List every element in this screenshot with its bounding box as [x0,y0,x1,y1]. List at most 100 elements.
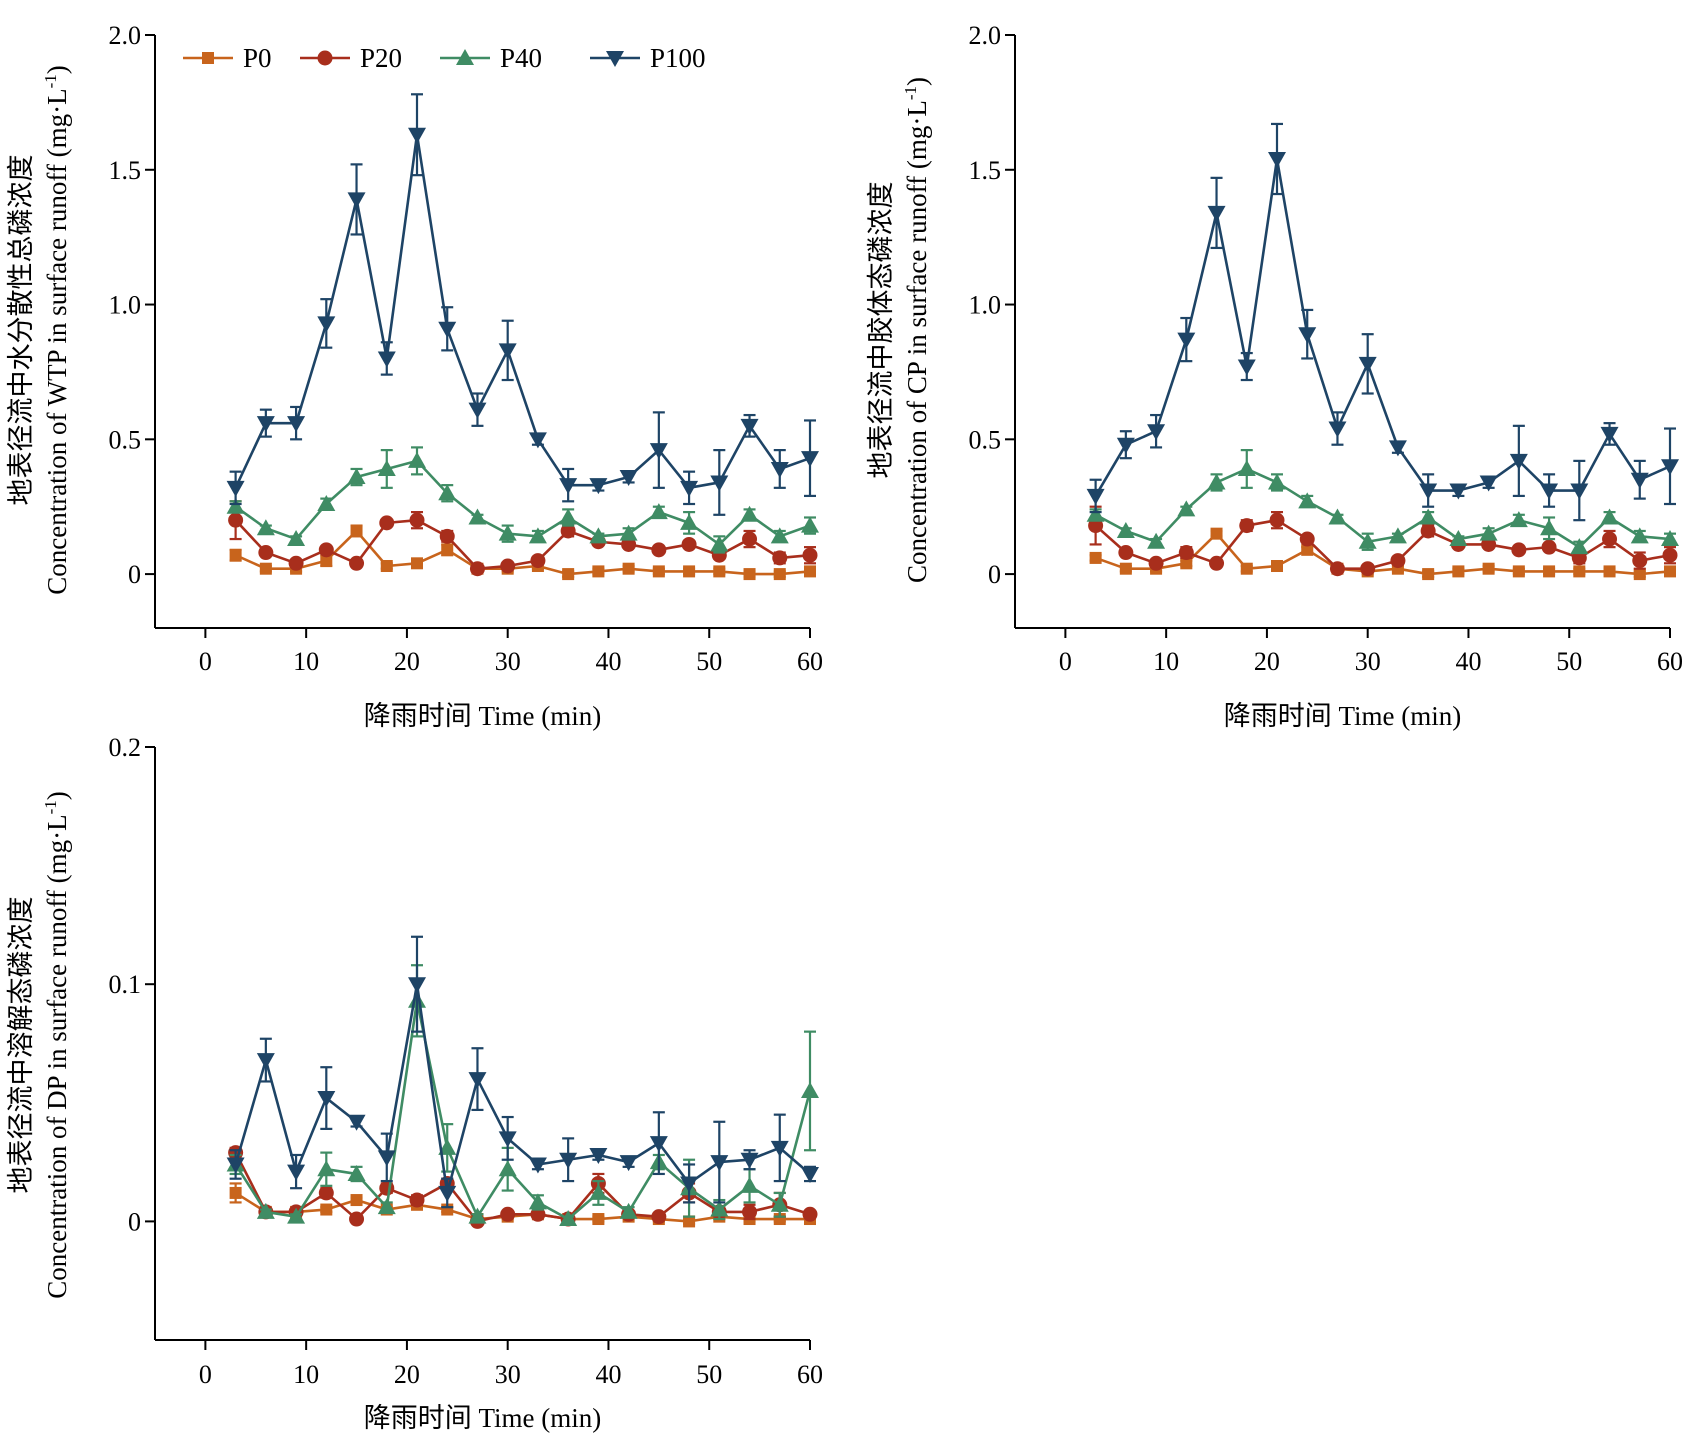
data-point [559,1152,578,1169]
data-point [619,1155,638,1172]
y-axis-title-text: Concentration of CP in surface runoff (m… [902,100,932,583]
data-point [740,1176,759,1193]
data-point [380,560,393,573]
data-point [1419,483,1438,500]
data-point [528,432,547,449]
series-p40 [226,964,819,1227]
x-tick-label: 60 [1657,647,1683,676]
data-point [1177,332,1196,349]
data-point [802,1206,818,1222]
data-point [409,1192,425,1208]
data-point [1419,508,1438,525]
data-point [1268,151,1286,168]
data-point [770,1195,789,1212]
data-point [1088,518,1104,534]
series-line [1094,157,1671,497]
series-p20 [228,500,818,577]
data-point [229,549,242,562]
data-point [317,1160,336,1177]
legend-label: P0 [243,43,272,73]
data-point [1388,527,1407,544]
x-tick-label: 10 [1153,647,1179,676]
y-tick-label: 0.5 [109,425,142,454]
data-point [498,1160,517,1177]
data-point [683,565,696,578]
data-point [1360,561,1376,577]
data-point [621,536,637,552]
data-point [1301,543,1314,556]
data-point [256,1202,275,1219]
data-point [680,513,699,530]
data-point [1148,555,1164,571]
data-point [379,1180,395,1196]
data-point [1600,508,1619,525]
y-tick-label: 0.2 [109,733,142,762]
legend-item-p40: P40 [440,43,542,73]
data-point [318,1185,334,1201]
x-tick-label: 30 [495,1360,521,1389]
y-axis-title-unit-sup: -1 [901,86,920,100]
data-point [469,561,485,577]
data-point [1570,483,1589,500]
data-point [743,568,756,581]
series-p100 [226,93,819,516]
legend-item-p100: P100 [590,43,706,73]
data-point [1147,532,1166,549]
data-point [680,1176,699,1193]
data-point [1239,518,1255,534]
data-point [1177,500,1196,517]
data-point [318,542,334,558]
data-point [559,508,578,525]
data-point [349,555,365,571]
data-point [1299,531,1315,547]
data-point [258,545,274,561]
data-point [347,1164,366,1181]
data-point [287,416,306,433]
data-point [742,1204,758,1220]
data-point [1086,488,1105,505]
panel-wtp: 0 10 20 30 40 50 60 0 0.5 1.0 1.5 2.0 降雨时间 Time (min… [6,21,823,731]
data-point [408,127,426,144]
x-tick-label: 30 [495,647,521,676]
data-point [1603,565,1616,578]
y-axis-title-en: Concentration of CP in surface runoff (m… [901,77,932,583]
data-point [1180,557,1193,570]
data-point [710,475,729,492]
data-point [317,495,336,512]
data-point [592,565,605,578]
data-point [1147,424,1166,441]
data-point [1511,542,1527,558]
data-point [468,402,487,419]
data-point [408,451,426,468]
x-tick-label: 60 [797,647,823,676]
x-tick-label: 50 [1556,647,1582,676]
x-tick-label: 0 [199,647,212,676]
data-point [1630,472,1649,489]
data-point [1664,565,1676,578]
panel-cp: 0 10 20 30 40 50 60 0 0.5 1.0 1.5 2.0 降雨时间 Time (min… [866,21,1683,731]
data-point [1240,562,1253,575]
data-point [498,343,517,360]
data-point [772,550,788,566]
data-point [1543,565,1556,578]
data-point [1630,527,1649,544]
y-tick-label: 0.1 [109,970,142,999]
data-point [411,557,423,570]
data-point [560,523,576,539]
data-point [589,478,608,495]
data-point [1271,560,1283,573]
y-tick-label: 0 [128,1207,141,1236]
data-point [438,1138,457,1155]
legend-label: P20 [360,43,402,73]
data-point [228,512,244,528]
legend-item-p0: P0 [183,43,272,73]
data-point [1207,473,1226,490]
data-point [770,461,789,478]
legend: P0 P20 P40 P100 [183,43,706,73]
legend-marker [606,51,624,67]
data-point [1358,356,1377,373]
data-point [498,524,517,541]
y-tick-label: 1.5 [109,156,142,185]
x-tick-label: 60 [797,1360,823,1389]
